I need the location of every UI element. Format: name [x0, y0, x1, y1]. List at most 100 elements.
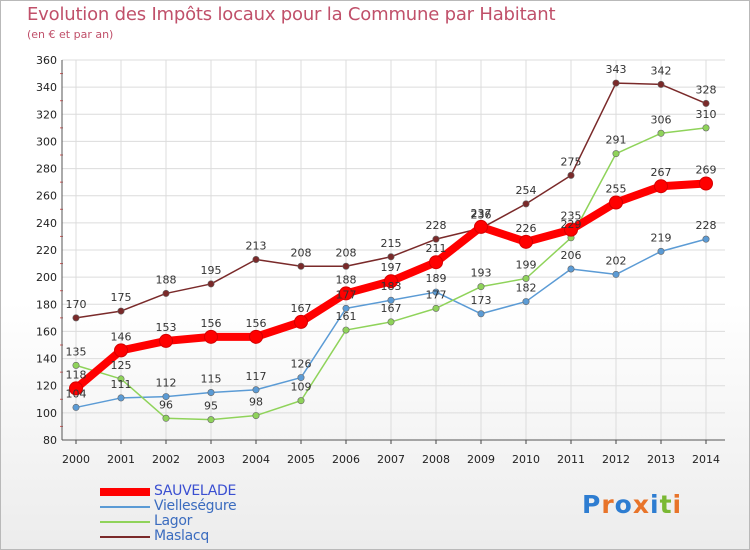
data-label-sauvelade: 118	[66, 368, 87, 381]
data-label-vielles-gure: 117	[246, 370, 267, 383]
logo-letter: P	[582, 490, 602, 519]
data-point-lagor	[387, 318, 395, 326]
y-tick-label: 260	[36, 190, 57, 203]
data-point-sauvelade	[294, 314, 308, 329]
data-label-vielles-gure: 182	[516, 282, 537, 295]
data-point-sauvelade	[519, 234, 533, 249]
legend-item-vielles-gure: Vielleségure	[100, 498, 320, 514]
data-point-vielles-gure	[432, 288, 440, 296]
axes	[60, 60, 725, 444]
data-label-maslacq: 275	[561, 155, 582, 168]
data-label-vielles-gure: 202	[606, 254, 627, 267]
data-label-sauvelade: 156	[246, 317, 267, 330]
data-point-maslacq	[342, 262, 350, 270]
y-tick-label: 360	[36, 54, 57, 67]
data-point-lagor	[612, 150, 620, 158]
data-label-maslacq: 228	[426, 219, 447, 232]
x-tick-label: 2009	[467, 453, 495, 466]
x-tick-label: 2004	[242, 453, 270, 466]
data-label-sauvelade: 226	[516, 222, 537, 235]
data-label-sauvelade: 153	[156, 321, 177, 334]
data-point-maslacq	[522, 200, 530, 208]
data-point-maslacq	[567, 171, 575, 179]
data-point-maslacq	[612, 79, 620, 87]
data-label-maslacq: 328	[696, 83, 717, 96]
data-point-maslacq	[252, 255, 260, 263]
data-label-sauvelade: 269	[696, 164, 717, 177]
data-point-maslacq	[432, 235, 440, 243]
data-point-vielles-gure	[612, 270, 620, 278]
x-tick-label: 2005	[287, 453, 315, 466]
data-point-lagor	[117, 375, 125, 383]
data-label-sauvelade: 237	[471, 207, 492, 220]
y-tick-label: 280	[36, 163, 57, 176]
data-label-sauvelade: 167	[291, 302, 312, 315]
data-point-vielles-gure	[117, 394, 125, 402]
data-label-vielles-gure: 112	[156, 377, 177, 390]
data-point-lagor	[72, 361, 80, 369]
data-label-lagor: 98	[249, 396, 263, 409]
data-point-sauvelade	[69, 381, 83, 396]
legend-item-sauvelade: SAUVELADE	[100, 483, 320, 499]
x-tick-label: 2002	[152, 453, 180, 466]
data-label-sauvelade: 267	[651, 166, 672, 179]
data-point-maslacq	[387, 253, 395, 261]
data-label-lagor: 199	[516, 259, 537, 272]
data-point-lagor	[522, 274, 530, 282]
data-point-vielles-gure	[522, 298, 530, 306]
data-label-sauvelade: 197	[381, 261, 402, 274]
data-point-vielles-gure	[657, 247, 665, 255]
data-labels: 118 146 153 156 156 167 188 197 211 237 226 235 255 2…	[66, 63, 717, 413]
legend-label: Maslacq	[154, 528, 209, 544]
x-tick-label: 2014	[692, 453, 720, 466]
logo-letter: o	[614, 490, 633, 519]
legend-swatch	[100, 536, 150, 538]
data-point-maslacq	[297, 262, 305, 270]
chart-subtitle: (en € et par an)	[27, 28, 114, 41]
data-label-vielles-gure: 104	[66, 387, 87, 400]
data-point-vielles-gure	[297, 374, 305, 382]
data-label-lagor: 177	[426, 288, 447, 301]
data-label-sauvelade: 235	[561, 210, 582, 223]
data-label-vielles-gure: 126	[291, 358, 312, 371]
x-tick-label: 2007	[377, 453, 405, 466]
x-axis-ticks: 2000 2001 2002 2003 2004 2005 2006 2007 2008 2009…	[62, 453, 720, 466]
data-label-vielles-gure: 219	[651, 231, 672, 244]
data-point-maslacq	[162, 289, 170, 297]
data-label-lagor: 135	[66, 345, 87, 358]
logo-letter: i	[650, 490, 660, 519]
x-tick-label: 2013	[647, 453, 675, 466]
legend-swatch	[100, 488, 150, 496]
x-tick-label: 2012	[602, 453, 630, 466]
y-tick-label: 120	[36, 380, 57, 393]
data-label-lagor: 167	[381, 302, 402, 315]
data-point-sauvelade	[384, 274, 398, 289]
data-label-lagor: 109	[291, 381, 312, 394]
data-label-lagor: 95	[204, 400, 218, 413]
data-label-lagor: 161	[336, 310, 357, 323]
y-tick-label: 100	[36, 407, 57, 420]
data-label-lagor: 291	[606, 134, 627, 147]
data-label-maslacq: 343	[606, 63, 627, 76]
data-point-vielles-gure	[702, 235, 710, 243]
data-label-maslacq: 213	[246, 240, 267, 253]
data-point-vielles-gure	[162, 393, 170, 401]
data-point-lagor	[432, 304, 440, 312]
data-point-vielles-gure	[387, 296, 395, 304]
legend-label: Vielleségure	[154, 498, 237, 514]
x-tick-label: 2000	[62, 453, 90, 466]
data-label-lagor: 193	[471, 267, 492, 280]
data-point-maslacq	[702, 99, 710, 107]
data-label-lagor: 310	[696, 108, 717, 121]
data-label-maslacq: 215	[381, 237, 402, 250]
data-label-vielles-gure: 206	[561, 249, 582, 262]
data-point-maslacq	[117, 307, 125, 315]
data-label-sauvelade: 146	[111, 330, 132, 343]
data-point-lagor	[252, 412, 260, 420]
data-point-sauvelade	[474, 219, 488, 234]
logo-letter: t	[659, 490, 673, 519]
data-label-vielles-gure: 173	[471, 294, 492, 307]
x-tick-label: 2003	[197, 453, 225, 466]
data-label-sauvelade: 188	[336, 273, 357, 286]
proxiti-logo: Proxiti	[582, 490, 682, 519]
